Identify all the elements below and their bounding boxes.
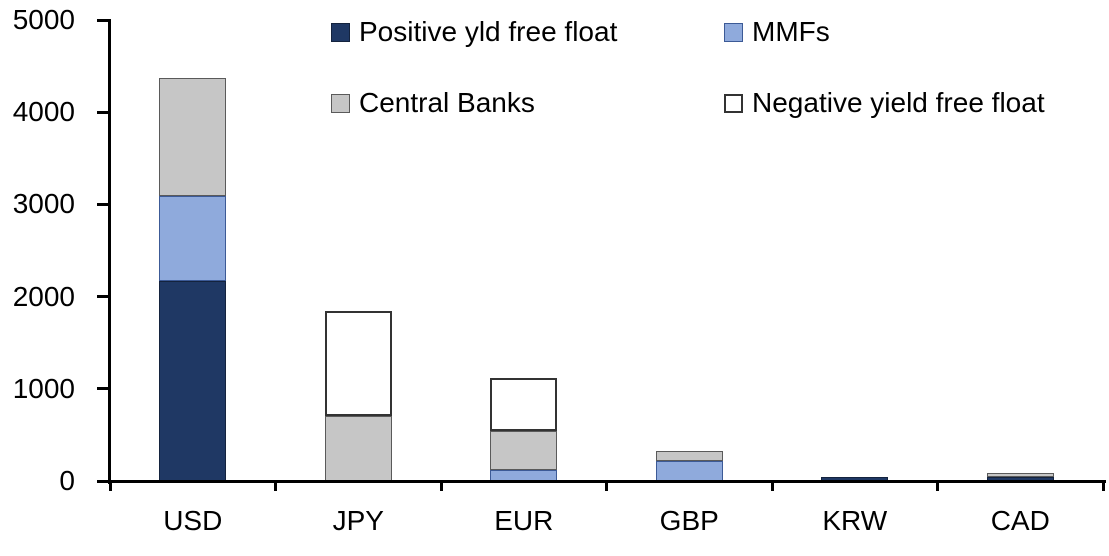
y-axis-tick bbox=[97, 295, 110, 299]
y-axis-tick bbox=[97, 479, 110, 483]
legend-item-central-banks: Central Banks bbox=[331, 84, 535, 122]
y-axis-label-3000: 3000 bbox=[12, 188, 75, 220]
x-axis-tick bbox=[108, 481, 112, 491]
x-axis-label-jpy: JPY bbox=[332, 505, 384, 536]
x-axis-tick bbox=[274, 481, 277, 491]
x-axis-label-gbp: GBP bbox=[659, 505, 719, 536]
y-axis-label-0: 0 bbox=[59, 465, 75, 496]
legend-item-positive-yld-free-float: Positive yld free float bbox=[331, 13, 617, 51]
x-axis-tick bbox=[1101, 481, 1105, 491]
legend-swatch-mmfs-icon bbox=[724, 22, 743, 42]
x-axis-label-krw: KRW bbox=[822, 505, 888, 536]
y-axis-label-1000: 1000 bbox=[12, 372, 75, 404]
x-axis-label-usd: USD bbox=[163, 505, 223, 536]
y-axis-tick bbox=[97, 202, 110, 206]
y-axis-tick bbox=[97, 387, 110, 391]
x-axis-tick bbox=[770, 481, 774, 491]
bar-segment-usd-mmfs bbox=[159, 196, 227, 281]
bar-segment-jpy-negative-yield-free-float bbox=[324, 310, 392, 417]
bar-segment-usd-positive-yld-free-float bbox=[159, 280, 227, 481]
legend-label-central-banks: Central Banks bbox=[359, 87, 535, 118]
legend-label-mmfs: MMFs bbox=[752, 16, 830, 47]
y-axis-tick bbox=[97, 110, 110, 114]
x-axis-tick bbox=[936, 481, 939, 491]
y-axis-tick bbox=[97, 18, 110, 22]
y-axis-label-5000: 5000 bbox=[12, 4, 75, 35]
x-axis-label-eur: EUR bbox=[494, 505, 554, 536]
legend-item-mmfs: MMFs bbox=[724, 13, 830, 51]
legend-swatch-negative-yield-free-float-icon bbox=[724, 93, 743, 113]
x-axis-label-cad: CAD bbox=[990, 505, 1050, 536]
bar-segment-eur-central-banks bbox=[490, 431, 558, 471]
bar-segment-eur-negative-yield-free-float bbox=[490, 378, 558, 432]
bar-segment-jpy-central-banks bbox=[324, 416, 392, 481]
legend-label-positive-yld-free-float: Positive yld free float bbox=[359, 16, 618, 47]
bar-segment-usd-central-banks bbox=[159, 78, 227, 197]
x-axis-tick bbox=[439, 481, 443, 491]
y-axis-label-2000: 2000 bbox=[12, 280, 75, 312]
bar-segment-gbp-mmfs bbox=[655, 461, 723, 481]
legend-swatch-central-banks-icon bbox=[331, 93, 350, 113]
x-axis-tick bbox=[605, 481, 608, 491]
y-axis-label-4000: 4000 bbox=[12, 96, 75, 128]
y-axis bbox=[107, 18, 111, 484]
legend-swatch-positive-yld-free-float-icon bbox=[331, 22, 350, 42]
legend-label-negative-yield-free-float: Negative yield free float bbox=[752, 87, 1045, 118]
legend-item-negative-yield-free-float: Negative yield free float bbox=[724, 84, 1045, 122]
bar-segment-gbp-central-banks bbox=[655, 450, 723, 462]
bar-segment-cad-central-banks bbox=[986, 473, 1054, 478]
x-axis bbox=[107, 479, 1106, 483]
